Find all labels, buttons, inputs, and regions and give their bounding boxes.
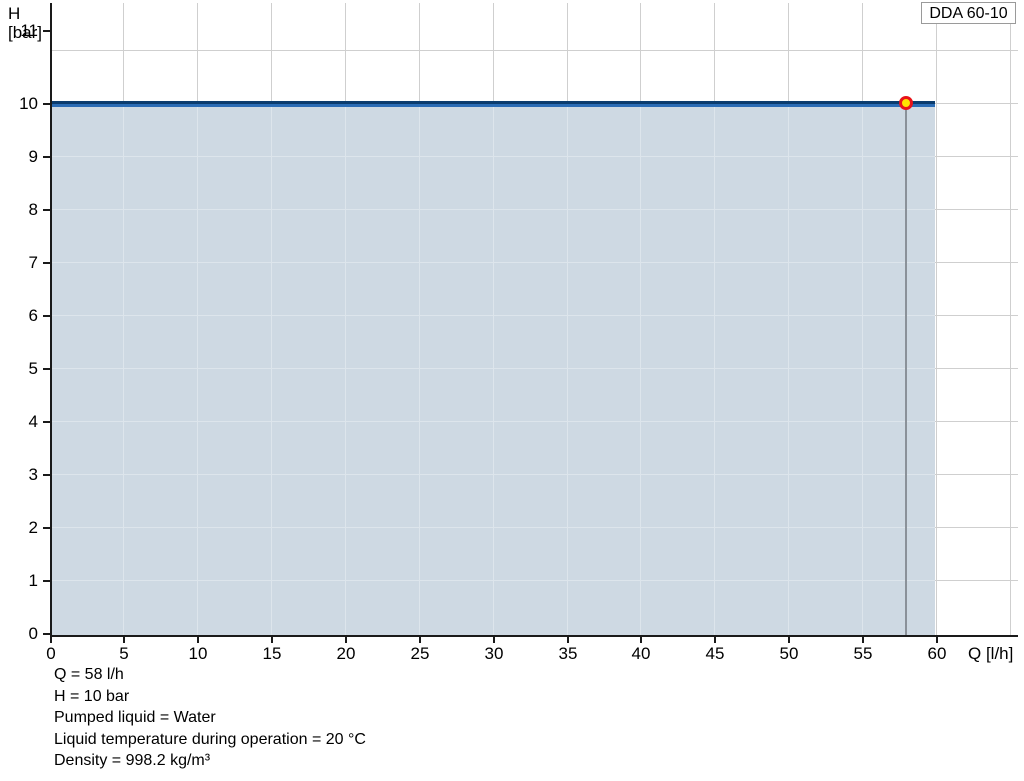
y-axis-label: 8 [28,200,38,219]
y-axis-label: 3 [28,465,38,484]
gridline-vertical-inner [123,103,124,635]
y-axis-tick [43,103,51,105]
x-axis-label: 0 [46,644,56,663]
x-axis-tick [788,635,790,643]
gridline-horizontal-inner [50,262,935,263]
gridline-vertical-inner [640,103,641,635]
y-axis-title-symbol: H [8,4,21,23]
x-axis-label: 35 [558,644,578,663]
gridline-horizontal-inner [50,368,935,369]
x-axis-label: 15 [262,644,282,663]
gridline-horizontal-inner [50,474,935,475]
pump-curve-line [50,101,935,104]
x-axis-tick [419,635,421,643]
annotation-head: H = 10 bar [54,687,130,705]
x-axis-tick [936,635,938,643]
gridline-horizontal [50,50,1018,51]
gridline-vertical-inner [493,103,494,635]
x-axis-title: Q [l/h] [968,644,1014,663]
legend-pump-model: DDA 60-10 [921,2,1016,24]
gridline-horizontal-inner [50,156,935,157]
gridline-vertical-inner [567,103,568,635]
x-axis-tick [123,635,125,643]
y-axis-tick [43,633,51,635]
y-axis-label: 11 [20,21,38,40]
y-axis-tick [43,580,51,582]
x-axis-label: 5 [119,644,129,663]
y-axis-tick [43,262,51,264]
operating-conditions-list: Q = 58 l/h H = 10 bar Pumped liquid = Wa… [54,664,366,772]
annotation-temperature: Liquid temperature during operation = 20… [54,730,366,748]
duty-point-drop-line [905,103,907,635]
x-axis-tick [493,635,495,643]
annotation-liquid: Pumped liquid = Water [54,709,216,727]
y-axis-label: 7 [28,253,38,272]
gridline-vertical-inner [788,103,789,635]
gridline-horizontal-inner [50,527,935,528]
annotation-density: Density = 998.2 kg/m³ [54,752,211,770]
gridline-vertical-inner [862,103,863,635]
gridline-horizontal-inner [50,421,935,422]
gridline-horizontal-inner [50,580,935,581]
gridline-vertical-inner [714,103,715,635]
x-axis-tick [197,635,199,643]
x-axis-tick [345,635,347,643]
x-axis-label: 50 [779,644,799,663]
y-axis-tick [43,209,51,211]
gridline-vertical-inner [197,103,198,635]
y-axis-label: 1 [28,571,38,590]
y-axis-label: 4 [28,412,38,431]
y-axis-title: H [bar] [8,4,42,42]
gridline-horizontal-inner [50,315,935,316]
y-axis-tick [43,368,51,370]
y-axis-tick [43,156,51,158]
gridline-horizontal-inner [50,209,935,210]
annotation-flow: Q = 58 l/h [54,666,124,683]
x-axis-label: 60 [927,644,947,663]
y-axis-label: 10 [19,94,38,113]
y-axis-label: 6 [28,306,38,325]
y-axis-line [50,3,52,637]
x-axis-tick [567,635,569,643]
y-axis-label: 9 [28,147,38,166]
x-axis-tick [271,635,273,643]
x-axis-tick [640,635,642,643]
y-axis-label: 0 [28,624,38,643]
y-axis-tick [43,315,51,317]
gridline-vertical [1010,3,1011,635]
y-axis-tick [43,527,51,529]
y-axis-label: 5 [28,359,38,378]
y-axis-tick [43,421,51,423]
x-axis-label: 40 [631,644,651,663]
y-axis-tick [43,474,51,476]
gridline-vertical-inner [345,103,346,635]
x-axis-label: 10 [188,644,208,663]
x-axis-tick [862,635,864,643]
y-axis-label: 2 [28,518,38,537]
gridline-vertical [936,3,937,635]
y-axis-title-unit: [bar] [8,23,43,42]
x-axis-label: 20 [336,644,356,663]
plot-area [50,3,1018,635]
x-axis-tick [50,635,52,643]
pump-curve-highlight [50,103,935,107]
x-axis-label: 45 [705,644,725,663]
x-axis-tick [714,635,716,643]
y-axis-tick [43,30,51,32]
x-axis-label: 30 [484,644,504,663]
operating-envelope-area [50,103,935,635]
gridline-vertical-inner [419,103,420,635]
gridline-vertical-inner [271,103,272,635]
x-axis-label: 25 [410,644,430,663]
duty-point-marker[interactable] [899,96,913,110]
x-axis-line [50,635,1018,637]
x-axis-label: 55 [853,644,873,663]
